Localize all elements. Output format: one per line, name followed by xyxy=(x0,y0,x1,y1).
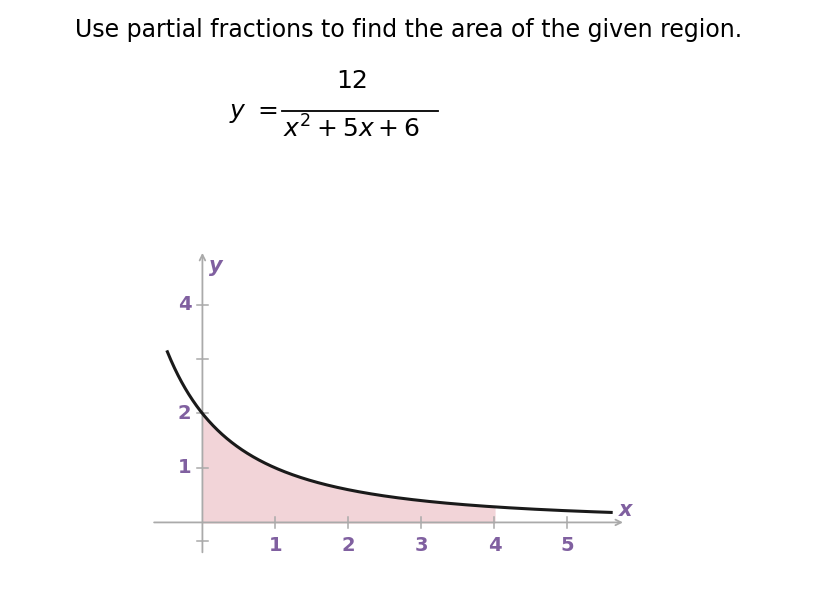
Text: Use partial fractions to find the area of the given region.: Use partial fractions to find the area o… xyxy=(75,18,743,42)
Text: $x^2 + 5x + 6$: $x^2 + 5x + 6$ xyxy=(283,116,420,143)
Text: 1: 1 xyxy=(178,459,191,478)
Text: 2: 2 xyxy=(342,536,355,555)
Text: 1: 1 xyxy=(268,536,282,555)
Text: 3: 3 xyxy=(415,536,428,555)
Text: 12: 12 xyxy=(336,69,367,93)
Text: 4: 4 xyxy=(488,536,501,555)
Text: 4: 4 xyxy=(178,295,191,314)
Text: 2: 2 xyxy=(178,404,191,423)
Text: $y\ =$: $y\ =$ xyxy=(229,101,277,125)
Text: y: y xyxy=(209,256,222,276)
Text: x: x xyxy=(618,500,632,520)
Text: 5: 5 xyxy=(560,536,574,555)
